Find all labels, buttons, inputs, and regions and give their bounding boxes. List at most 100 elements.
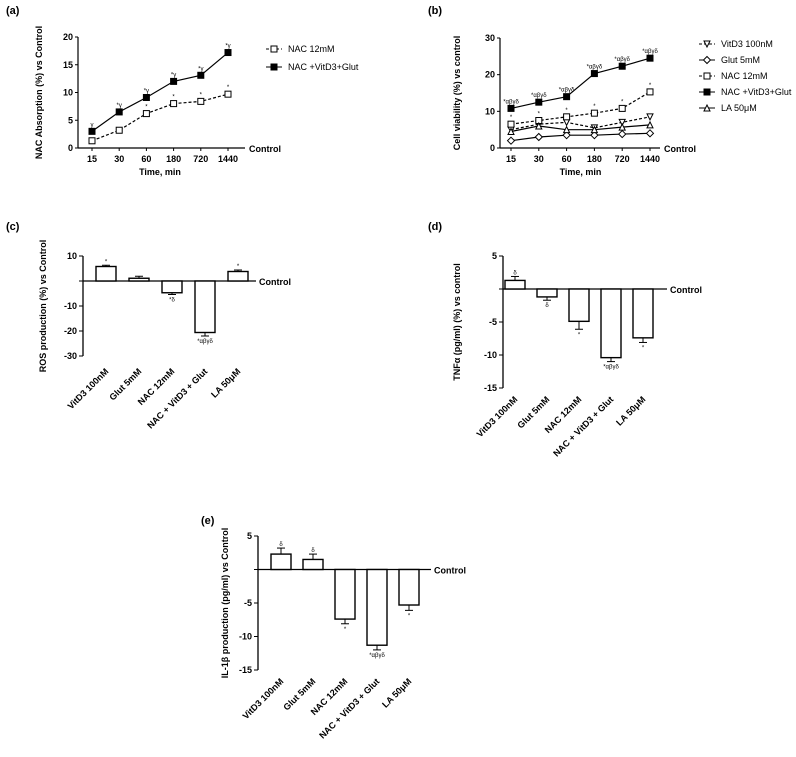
control-label: Control bbox=[249, 144, 281, 154]
legend-entry: VitD3 100nM bbox=[721, 39, 773, 49]
series-line-nac-12mm bbox=[510, 91, 651, 125]
x-category-label: LA 50μM bbox=[380, 676, 413, 709]
data-point-nac-vitd3-glut bbox=[535, 98, 543, 106]
chart-nac-absorption: 0 5 10 15 20 15 30 60 180 720 1440 Control Time, min… bbox=[34, 26, 359, 177]
significance-label: * bbox=[408, 613, 411, 619]
y-tick-label: 10 bbox=[63, 88, 73, 98]
bar-glut-5mm bbox=[302, 558, 324, 571]
series-line-la-50-m bbox=[510, 124, 651, 133]
bar-la-50-m bbox=[227, 270, 249, 282]
series-line-nac-vitd3-glut bbox=[91, 52, 229, 132]
significance-label: *αβγδ bbox=[587, 65, 603, 71]
legend-marker bbox=[703, 103, 711, 112]
data-point-nac-12mm bbox=[563, 113, 571, 121]
x-category-label: LA 50μM bbox=[614, 394, 647, 427]
data-point-nac-12mm bbox=[590, 109, 598, 117]
y-tick-label: 5 bbox=[247, 531, 252, 541]
legend-marker bbox=[703, 72, 711, 80]
data-point-nac-vitd3-glut bbox=[507, 104, 515, 112]
y-tick-label: 5 bbox=[492, 251, 497, 261]
chart-il1-beta: 5 -5 -10 -15 Control IL-1β production (pg/ml)… bbox=[220, 528, 466, 741]
bar-nac-12mm bbox=[161, 280, 183, 294]
significance-label: *αβγδ bbox=[531, 93, 547, 99]
data-point-la-50-m bbox=[646, 120, 654, 129]
legend-marker bbox=[270, 63, 278, 71]
data-point-nac-vitd3-glut bbox=[590, 70, 598, 78]
x-category-label: VitD3 100nM bbox=[475, 394, 520, 439]
x-tick-label: 60 bbox=[141, 154, 151, 164]
data-point-glut-5mm bbox=[645, 129, 655, 138]
significance-label: * bbox=[621, 99, 624, 105]
data-point-glut-5mm bbox=[506, 136, 516, 145]
significance-label: * bbox=[538, 112, 541, 118]
x-tick-label: 30 bbox=[534, 154, 544, 164]
x-tick-label: 180 bbox=[587, 154, 602, 164]
x-tick-label: 720 bbox=[615, 154, 630, 164]
data-point-glut-5mm bbox=[617, 129, 627, 139]
data-point-nac-vitd3-glut bbox=[563, 93, 571, 101]
y-tick-label: 0 bbox=[490, 143, 495, 153]
panel-label-e: (e) bbox=[201, 515, 215, 527]
x-tick-label: 15 bbox=[87, 154, 97, 164]
x-axis-title: Time, min bbox=[560, 167, 602, 177]
significance-label: *αβγδ bbox=[559, 88, 575, 94]
x-tick-label: 180 bbox=[166, 154, 181, 164]
significance-label: * bbox=[237, 264, 240, 270]
significance-label: * bbox=[593, 104, 596, 110]
data-point-nac-12mm bbox=[507, 120, 515, 128]
data-point-nac-12mm bbox=[115, 126, 123, 134]
data-point-la-50-m bbox=[590, 125, 599, 134]
data-point-nac-12mm bbox=[646, 88, 654, 96]
data-point-nac-12mm bbox=[142, 110, 150, 118]
significance-label: δ bbox=[513, 270, 517, 276]
data-point-nac-12mm bbox=[618, 104, 626, 112]
significance-label: * bbox=[510, 115, 513, 121]
x-category-label: NAC + VitD3 + Glut bbox=[145, 366, 209, 430]
legend-marker bbox=[702, 55, 712, 65]
bar-glut-5mm bbox=[536, 288, 558, 298]
control-label: Control bbox=[664, 144, 696, 154]
x-tick-label: 30 bbox=[114, 154, 124, 164]
legend-entry: Glut 5mM bbox=[721, 55, 760, 65]
x-tick-label: 720 bbox=[193, 154, 208, 164]
chart-ros-production: 10 -10 -20 -30 Control ROS production (%) vs … bbox=[38, 240, 291, 431]
significance-label: δ bbox=[279, 542, 283, 548]
data-point-nac-12mm bbox=[224, 90, 232, 98]
bar-la-50-m bbox=[398, 568, 420, 606]
y-tick-label: 20 bbox=[63, 32, 73, 42]
significance-label: * bbox=[145, 105, 148, 111]
y-tick-label: -10 bbox=[64, 301, 77, 311]
x-tick-label: 60 bbox=[562, 154, 572, 164]
significance-label: δ bbox=[311, 548, 315, 554]
y-axis-title: NAC Absorption (%) vs Control bbox=[34, 26, 44, 159]
significance-label: * bbox=[344, 627, 347, 633]
y-tick-label: -5 bbox=[244, 598, 252, 608]
data-point-nac-vitd3-glut bbox=[142, 93, 150, 101]
series-line-vitd3-100nm bbox=[510, 116, 651, 131]
data-point-vitd3-100nm bbox=[618, 118, 627, 127]
x-category-label: VitD3 100nM bbox=[241, 676, 286, 721]
bar-nac-vitd3-glut bbox=[366, 568, 388, 646]
data-point-nac-vitd3-glut bbox=[618, 62, 626, 70]
x-category-label: LA 50μM bbox=[209, 366, 242, 399]
significance-label: * bbox=[642, 345, 645, 351]
significance-label: *αβγδ bbox=[642, 49, 658, 55]
x-category-label: NAC + VitD3 + Glut bbox=[551, 394, 615, 458]
legend-entry: LA 50μM bbox=[721, 103, 757, 113]
bar-vitd3-100nm bbox=[504, 279, 526, 290]
significance-label: * bbox=[227, 85, 230, 91]
control-label: Control bbox=[259, 277, 291, 287]
panel-label-a: (a) bbox=[6, 5, 20, 17]
significance-label: * bbox=[172, 95, 175, 101]
data-point-la-50-m bbox=[507, 127, 515, 135]
x-tick-label: 1440 bbox=[640, 154, 660, 164]
significance-label: γ bbox=[91, 122, 94, 128]
y-tick-label: 20 bbox=[485, 70, 495, 80]
data-point-la-50-m bbox=[618, 122, 627, 131]
significance-label: *αβγδ bbox=[197, 339, 213, 345]
data-point-nac-vitd3-glut bbox=[224, 49, 232, 57]
x-category-label: VitD3 100nM bbox=[66, 366, 111, 411]
y-tick-label: -15 bbox=[484, 383, 497, 393]
y-tick-label: 10 bbox=[67, 251, 77, 261]
